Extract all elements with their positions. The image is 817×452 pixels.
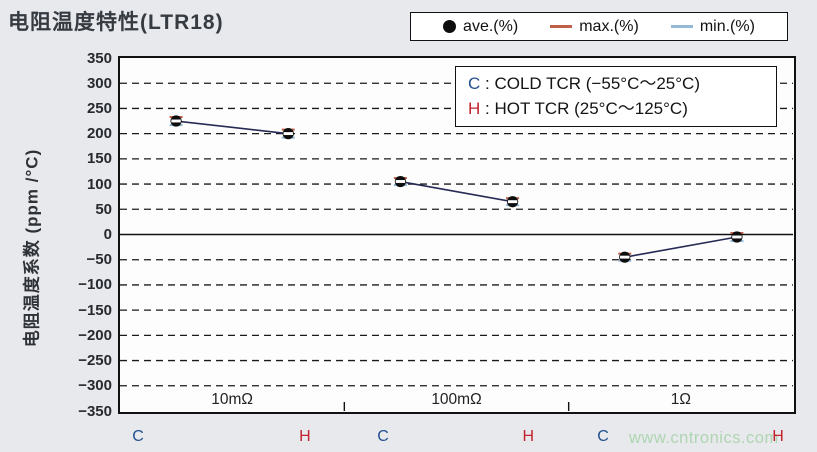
max-line-icon	[550, 25, 573, 28]
min-line-icon	[670, 25, 693, 28]
y-tick-label: 100	[86, 175, 112, 193]
marker-slit	[283, 132, 293, 136]
category-label: 1Ω	[671, 391, 691, 408]
y-tick-label: −150	[78, 301, 112, 319]
y-tick-label: −300	[78, 377, 112, 395]
y-tick-label: 350	[86, 49, 112, 67]
marker-slit	[507, 200, 518, 204]
cold-tcr-note: C : COLD TCR (−55°C〜25°C)	[468, 71, 766, 96]
y-axis-title: 电阻温度系数 (ppm /°C)	[22, 148, 42, 348]
ave-circle-icon	[443, 20, 457, 33]
y-tick-label: 250	[86, 99, 112, 117]
y-tick-label: −250	[78, 352, 112, 370]
tcr-annotation-box: C : COLD TCR (−55°C〜25°C) H : HOT TCR (2…	[455, 66, 777, 127]
watermark: www.cntronics.com	[629, 429, 779, 447]
cold-key: C	[468, 74, 481, 93]
y-tick-label: −350	[78, 402, 112, 420]
cold-axis-label: C	[377, 428, 389, 445]
cold-axis-label: C	[132, 428, 144, 445]
legend-item-max: max.(%)	[550, 18, 639, 36]
hot-key: H	[468, 99, 481, 118]
marker-slit	[395, 180, 406, 183]
marker-slit	[620, 255, 630, 259]
marker-slit	[732, 235, 742, 239]
legend-item-ave: ave.(%)	[443, 18, 518, 36]
hot-axis-label: H	[299, 428, 311, 445]
cold-text: : COLD TCR (−55°C〜25°C)	[485, 74, 700, 93]
y-tick-label: −100	[78, 276, 112, 294]
y-tick-label: 50	[95, 200, 112, 218]
page-title: 电阻温度特性(LTR18)	[8, 11, 224, 34]
category-label: 10mΩ	[211, 391, 253, 408]
legend-label: max.(%)	[579, 17, 639, 35]
y-tick-label: 300	[86, 74, 112, 92]
y-tick-label: 0	[103, 226, 112, 243]
category-label: 100mΩ	[431, 391, 481, 408]
legend-item-min: min.(%)	[670, 17, 755, 36]
series-segment	[624, 236, 738, 258]
marker-slit	[171, 119, 181, 123]
y-tick-label: −50	[86, 251, 112, 269]
hot-tcr-note: H : HOT TCR (25°C〜125°C)	[468, 96, 766, 121]
hot-axis-label: H	[522, 428, 535, 445]
y-tick-label: −200	[78, 326, 112, 344]
hot-axis-label: H	[772, 428, 784, 445]
y-tick-label: 200	[86, 125, 112, 143]
series-segment	[400, 180, 513, 203]
cold-axis-label: C	[597, 428, 609, 445]
legend-label: ave.(%)	[463, 17, 519, 35]
legend-label: min.(%)	[699, 17, 755, 35]
y-tick-label: 150	[86, 150, 112, 168]
legend: ave.(%) max.(%) min.(%)	[410, 12, 788, 41]
hot-text: : HOT TCR (25°C〜125°C)	[485, 99, 688, 118]
series-segment	[175, 120, 289, 135]
